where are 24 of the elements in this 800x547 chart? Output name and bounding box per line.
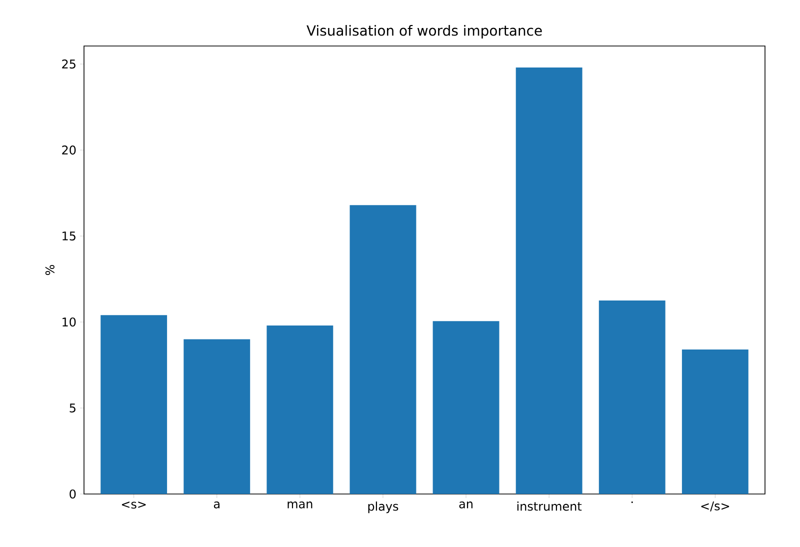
- y-tick-label: 5: [70, 404, 76, 412]
- x-tick-label: .: [632, 502, 633, 504]
- chart-title: Visualisation of words importance: [306, 25, 542, 38]
- y-tick-label: 20: [62, 146, 76, 155]
- x-tick-label: an: [459, 502, 472, 508]
- bar: [184, 339, 250, 494]
- x-tick-label: <s>: [122, 502, 146, 509]
- bar: [682, 350, 748, 494]
- bar: [100, 315, 168, 494]
- x-tick-label: </s>: [701, 502, 730, 512]
- y-tick-label: 10: [62, 318, 76, 327]
- y-tick-label: 25: [62, 60, 76, 69]
- bar: [350, 205, 416, 494]
- x-tick-label: plays: [368, 502, 398, 514]
- x-tick-label: a: [214, 502, 220, 508]
- y-tick-label: 0: [70, 489, 76, 499]
- x-tick-label: man: [288, 502, 312, 508]
- bar: [516, 67, 582, 494]
- bar: [266, 325, 334, 494]
- bar: [432, 321, 500, 494]
- x-tick-label: instrument: [517, 502, 582, 511]
- y-tick-label: 15: [62, 232, 76, 240]
- bar: [598, 300, 666, 494]
- y-axis-title: %: [45, 264, 54, 276]
